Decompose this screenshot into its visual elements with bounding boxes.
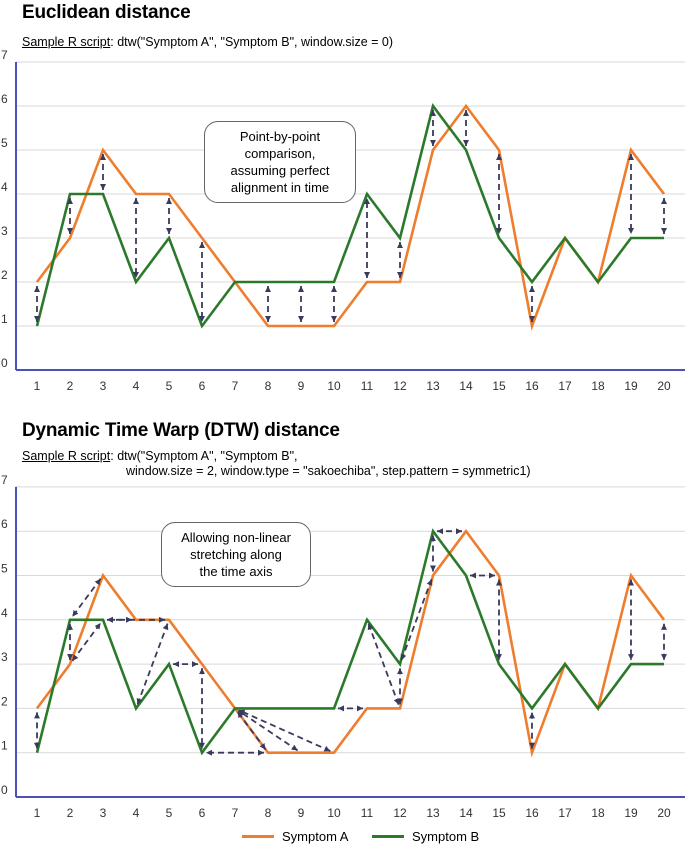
x-tick-label: 12 — [393, 806, 407, 820]
y-tick-label: 2 — [1, 694, 8, 708]
x-tick-label: 10 — [327, 379, 341, 393]
chart1-annotation-line: assuming perfect — [230, 163, 330, 178]
chart1-script-line-1: dtw("Symptom A", "Symptom B", window.siz… — [117, 35, 394, 49]
chart2-script-line-1: dtw("Symptom A", "Symptom B", — [117, 449, 298, 463]
chart2-annotation-line: stretching along — [190, 547, 282, 562]
chart2-annotation-line: the time axis — [199, 564, 273, 579]
x-tick-label: 6 — [199, 806, 206, 820]
x-tick-label: 5 — [166, 379, 173, 393]
alignment-arrow — [237, 709, 299, 752]
x-tick-label: 13 — [426, 806, 440, 820]
y-tick-label: 5 — [1, 136, 8, 150]
alignment-arrow — [71, 622, 102, 662]
chart1-annotation-line: alignment in time — [230, 180, 330, 195]
x-tick-label: 12 — [393, 379, 407, 393]
x-tick-label: 11 — [361, 806, 374, 820]
x-tick-label: 14 — [459, 379, 473, 393]
chart1-script: Sample R script: dtw("Symptom A", "Sympt… — [22, 35, 394, 49]
y-tick-label: 2 — [1, 268, 8, 282]
x-tick-label: 11 — [361, 379, 374, 393]
alignment-arrow — [136, 623, 169, 705]
x-tick-label: 5 — [166, 806, 173, 820]
series-line-symptom-a — [35, 529, 666, 758]
chart1-script-label: Sample R script — [22, 35, 111, 49]
series-line-symptom-b — [35, 103, 664, 329]
chart1-annotation: Point-by-point comparison, assuming perf… — [204, 121, 356, 203]
chart2-script-label: Sample R script — [22, 449, 111, 463]
x-tick-label: 20 — [657, 379, 671, 393]
legend-swatch-symptom-a — [242, 835, 274, 838]
legend: Symptom A Symptom B — [0, 829, 685, 849]
x-tick-label: 14 — [459, 806, 473, 820]
x-tick-label: 16 — [525, 806, 539, 820]
series-line-symptom-a — [35, 103, 666, 331]
x-tick-label: 13 — [426, 379, 440, 393]
x-tick-label: 15 — [492, 806, 506, 820]
x-tick-label: 8 — [265, 806, 272, 820]
alignment-arrow — [71, 578, 102, 618]
y-tick-label: 1 — [1, 739, 8, 753]
y-tick-label: 3 — [1, 650, 8, 664]
y-tick-label: 6 — [1, 517, 8, 531]
alignment-arrow — [400, 578, 433, 661]
y-tick-label: 7 — [1, 48, 8, 62]
y-tick-label: 4 — [1, 606, 8, 620]
x-tick-label: 2 — [67, 806, 74, 820]
y-tick-label: 0 — [1, 356, 8, 370]
legend-label-symptom-b: Symptom B — [412, 829, 480, 844]
x-tick-label: 19 — [624, 379, 638, 393]
x-tick-label: 1 — [34, 806, 41, 820]
chart1-annotation-line: Point-by-point — [239, 129, 321, 144]
chart2-script-line-2: window.size = 2, window.type = "sakoechi… — [126, 464, 531, 478]
x-tick-label: 17 — [558, 806, 572, 820]
x-tick-label: 19 — [624, 806, 638, 820]
x-tick-label: 18 — [591, 806, 605, 820]
series-line-symptom-b — [35, 528, 664, 756]
y-tick-label: 1 — [1, 312, 8, 326]
y-tick-label: 0 — [1, 783, 8, 797]
y-tick-label: 5 — [1, 562, 8, 576]
x-tick-label: 2 — [67, 379, 74, 393]
x-tick-label: 17 — [558, 379, 572, 393]
x-tick-label: 16 — [525, 379, 539, 393]
x-tick-label: 20 — [657, 806, 671, 820]
x-tick-label: 1 — [34, 379, 41, 393]
x-tick-label: 18 — [591, 379, 605, 393]
x-tick-label: 10 — [327, 806, 341, 820]
y-tick-label: 6 — [1, 92, 8, 106]
legend-label-symptom-a: Symptom A — [282, 829, 349, 844]
chart2-annotation-line: Allowing non-linear — [181, 530, 291, 545]
x-tick-label: 9 — [298, 806, 305, 820]
legend-swatch-symptom-b — [372, 835, 404, 838]
x-tick-label: 3 — [100, 379, 107, 393]
chart1-annotation-line: comparison, — [244, 146, 316, 161]
x-tick-label: 8 — [265, 379, 272, 393]
legend-item-symptom-b: Symptom B — [372, 829, 479, 844]
y-tick-label: 7 — [1, 473, 8, 487]
x-tick-label: 15 — [492, 379, 506, 393]
x-tick-label: 7 — [232, 379, 239, 393]
x-tick-label: 9 — [298, 379, 305, 393]
chart1-title: Euclidean distance — [22, 2, 191, 23]
y-tick-label: 4 — [1, 180, 8, 194]
alignment-arrow — [238, 709, 331, 752]
chart2-script: Sample R script: dtw("Symptom A", "Sympt… — [22, 449, 531, 478]
alignment-arrow — [367, 623, 400, 705]
x-tick-label: 4 — [133, 379, 140, 393]
chart2-annotation: Allowing non-linear stretching along the… — [161, 522, 311, 587]
x-tick-label: 6 — [199, 379, 206, 393]
x-tick-label: 3 — [100, 806, 107, 820]
chart2-title: Dynamic Time Warp (DTW) distance — [22, 420, 340, 441]
x-tick-label: 4 — [133, 806, 140, 820]
y-tick-label: 3 — [1, 224, 8, 238]
legend-item-symptom-a: Symptom A — [242, 829, 348, 844]
x-tick-label: 7 — [232, 806, 239, 820]
